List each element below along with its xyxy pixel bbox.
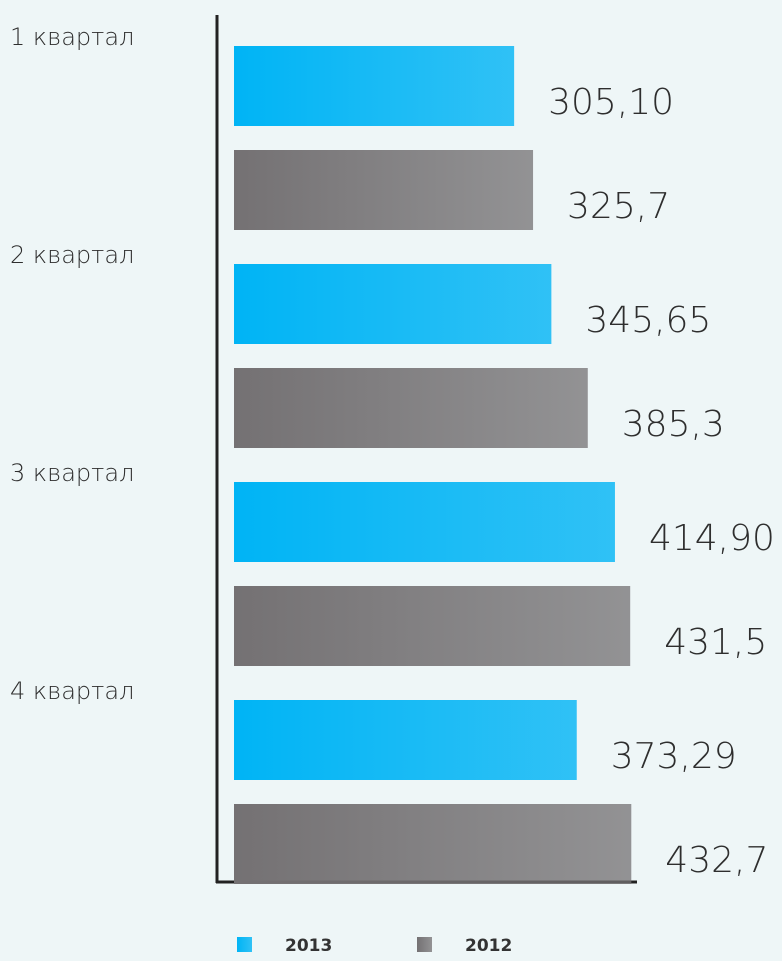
bar (234, 150, 534, 230)
value-label: 325,7 (567, 186, 670, 227)
value-label: 414,90 (649, 518, 775, 559)
category-label: 3 квартал (10, 459, 134, 487)
category-label: 2 квартал (10, 241, 134, 269)
value-label: 305,10 (548, 82, 674, 123)
bar (234, 700, 577, 780)
legend-label: 2012 (465, 936, 512, 956)
category-label: 4 квартал (10, 677, 134, 705)
bar (234, 586, 631, 666)
value-label: 345,65 (585, 300, 711, 341)
bar (234, 264, 552, 344)
legend-swatch (417, 937, 432, 952)
legend-label: 2013 (285, 936, 332, 956)
legend-swatch (237, 937, 252, 952)
value-label: 431,5 (664, 622, 767, 663)
bar (234, 46, 515, 126)
value-label: 432,7 (665, 840, 768, 881)
bar (234, 482, 615, 562)
category-label: 1 квартал (10, 23, 134, 51)
value-label: 373,29 (611, 736, 737, 777)
bar (234, 368, 588, 448)
value-label: 385,3 (622, 404, 725, 445)
bar (234, 804, 632, 884)
